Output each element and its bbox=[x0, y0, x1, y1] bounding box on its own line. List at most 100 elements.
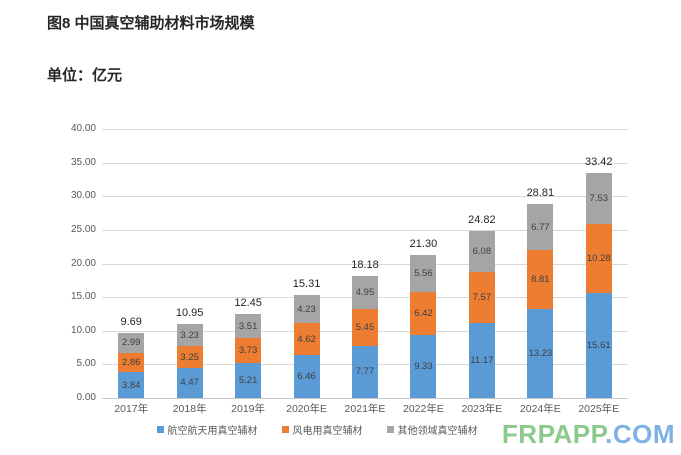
bar-segment bbox=[527, 309, 554, 398]
chart-title: 图8 中国真空辅助材料市场规模 bbox=[47, 15, 255, 32]
legend-item: 其他领域真空辅材 bbox=[386, 422, 478, 437]
bar-segment bbox=[118, 352, 145, 373]
y-tick-label: 10.00 bbox=[70, 324, 96, 336]
gridline bbox=[102, 229, 628, 231]
bar-total-label: 12.45 bbox=[234, 297, 262, 310]
bar-total-label: 15.31 bbox=[292, 278, 321, 291]
bar-segment-label: 6.46 bbox=[297, 370, 316, 382]
bar-segment bbox=[176, 367, 203, 398]
bar-total-label: 28.81 bbox=[526, 187, 555, 200]
bar-segment-label: 5.21 bbox=[238, 374, 258, 386]
bar-segment bbox=[410, 254, 437, 293]
x-tick-label: 2018年 bbox=[172, 403, 207, 415]
bar-segment bbox=[410, 335, 437, 398]
bar-segment bbox=[468, 271, 495, 323]
bar-segment bbox=[118, 372, 145, 398]
bar-segment-label: 4.23 bbox=[297, 303, 316, 315]
bar-segment bbox=[585, 293, 612, 398]
x-tick-label: 2020年E bbox=[286, 403, 327, 415]
bar-segment-label: 3.84 bbox=[121, 379, 141, 391]
watermark: FRPAPP.COM bbox=[502, 419, 675, 449]
bar-segment bbox=[235, 314, 262, 338]
gridline bbox=[102, 398, 628, 399]
unit-label: 单位：亿元 bbox=[47, 67, 123, 84]
y-tick-label: 25.00 bbox=[70, 223, 96, 235]
bar-segment-label: 8.81 bbox=[531, 273, 550, 285]
bar-segment bbox=[176, 346, 203, 368]
bar-segment bbox=[468, 231, 495, 272]
x-tick-label: 2022年E bbox=[403, 403, 444, 415]
bar-segment-label: 6.42 bbox=[414, 308, 433, 320]
bar-segment-label: 3.23 bbox=[180, 329, 199, 341]
bar-total-label: 10.95 bbox=[175, 307, 204, 320]
y-tick-label: 0.00 bbox=[76, 392, 96, 403]
bar-segment-label: 3.73 bbox=[238, 344, 258, 356]
bar-segment bbox=[410, 292, 437, 336]
x-tick-label: 2021年E bbox=[344, 403, 386, 415]
legend: 航空航天用真空辅材 风电用真空辅材 其他领域真空辅材 bbox=[102, 422, 532, 437]
bar-segment-label: 4.62 bbox=[297, 333, 316, 345]
bar-segment-label: 13.23 bbox=[528, 348, 553, 359]
legend-label: 风电用真空辅材 bbox=[292, 426, 363, 437]
bar-segment-label: 6.08 bbox=[472, 246, 492, 258]
bar-segment bbox=[293, 323, 320, 355]
x-tick-label: 2023年E bbox=[461, 403, 503, 415]
gridline bbox=[102, 129, 628, 130]
x-tick-label: 2024年E bbox=[519, 403, 561, 415]
y-tick-label: 20.00 bbox=[70, 257, 96, 269]
bar-total-label: 33.42 bbox=[585, 156, 613, 169]
bar-segment bbox=[527, 204, 554, 250]
bar-segment-label: 7.57 bbox=[472, 291, 492, 303]
bar-segment-label: 4.47 bbox=[180, 377, 199, 389]
x-tick-label: 2019年 bbox=[231, 403, 266, 415]
y-tick-label: 5.00 bbox=[76, 358, 96, 370]
bar-segment bbox=[235, 362, 262, 398]
bar-segment-label: 5.45 bbox=[355, 321, 375, 333]
legend-label: 其他领域真空辅材 bbox=[397, 426, 478, 437]
bar-segment bbox=[585, 173, 612, 224]
legend-swatch bbox=[281, 426, 289, 433]
bar-segment bbox=[527, 249, 554, 309]
bar-segment-label: 2.99 bbox=[121, 337, 141, 349]
bar-segment-label: 6.77 bbox=[531, 221, 550, 233]
bar-segment-label: 15.61 bbox=[586, 340, 611, 351]
bar-segment-label: 2.86 bbox=[121, 357, 141, 369]
bar-segment bbox=[293, 295, 320, 324]
legend-swatch bbox=[386, 426, 394, 433]
bar-segment bbox=[118, 332, 145, 353]
bar-segment bbox=[235, 337, 262, 363]
y-tick-label: 15.00 bbox=[70, 291, 96, 303]
bar-segment bbox=[585, 223, 612, 293]
watermark-part1: FRPAPP bbox=[501, 419, 606, 449]
legend-label: 航空航天用真空辅材 bbox=[167, 426, 258, 437]
bar-segment-label: 10.28 bbox=[586, 252, 611, 264]
bar-segment bbox=[293, 354, 320, 398]
watermark-part2: .COM bbox=[605, 419, 675, 449]
y-tick-label: 40.00 bbox=[70, 123, 96, 134]
y-tick-label: 35.00 bbox=[70, 156, 96, 168]
bar-segment-label: 3.51 bbox=[238, 320, 258, 332]
bar-segment-label: 4.95 bbox=[355, 286, 375, 298]
gridline bbox=[102, 162, 628, 164]
bar-segment-label: 7.77 bbox=[355, 366, 375, 378]
bar-total-label: 9.69 bbox=[120, 315, 142, 328]
x-tick-label: 2025年E bbox=[578, 403, 620, 415]
bar-segment-label: 9.33 bbox=[414, 361, 433, 373]
bar-segment-label: 5.56 bbox=[414, 267, 433, 279]
legend-swatch bbox=[156, 426, 164, 433]
bar-segment-label: 11.17 bbox=[470, 354, 494, 366]
gridline bbox=[102, 263, 628, 265]
bar-segment bbox=[176, 324, 203, 347]
bar-total-label: 21.30 bbox=[409, 237, 438, 250]
legend-item: 风电用真空辅材 bbox=[281, 422, 363, 437]
bar-segment-label: 3.25 bbox=[180, 351, 199, 363]
x-tick-label: 2017年 bbox=[114, 403, 149, 415]
bar-segment bbox=[352, 309, 378, 346]
legend-item: 航空航天用真空辅材 bbox=[156, 422, 258, 437]
gridline bbox=[102, 196, 628, 198]
bar-segment-label: 7.53 bbox=[589, 193, 609, 205]
bar-total-label: 24.82 bbox=[468, 214, 496, 227]
bar-segment bbox=[352, 345, 378, 398]
